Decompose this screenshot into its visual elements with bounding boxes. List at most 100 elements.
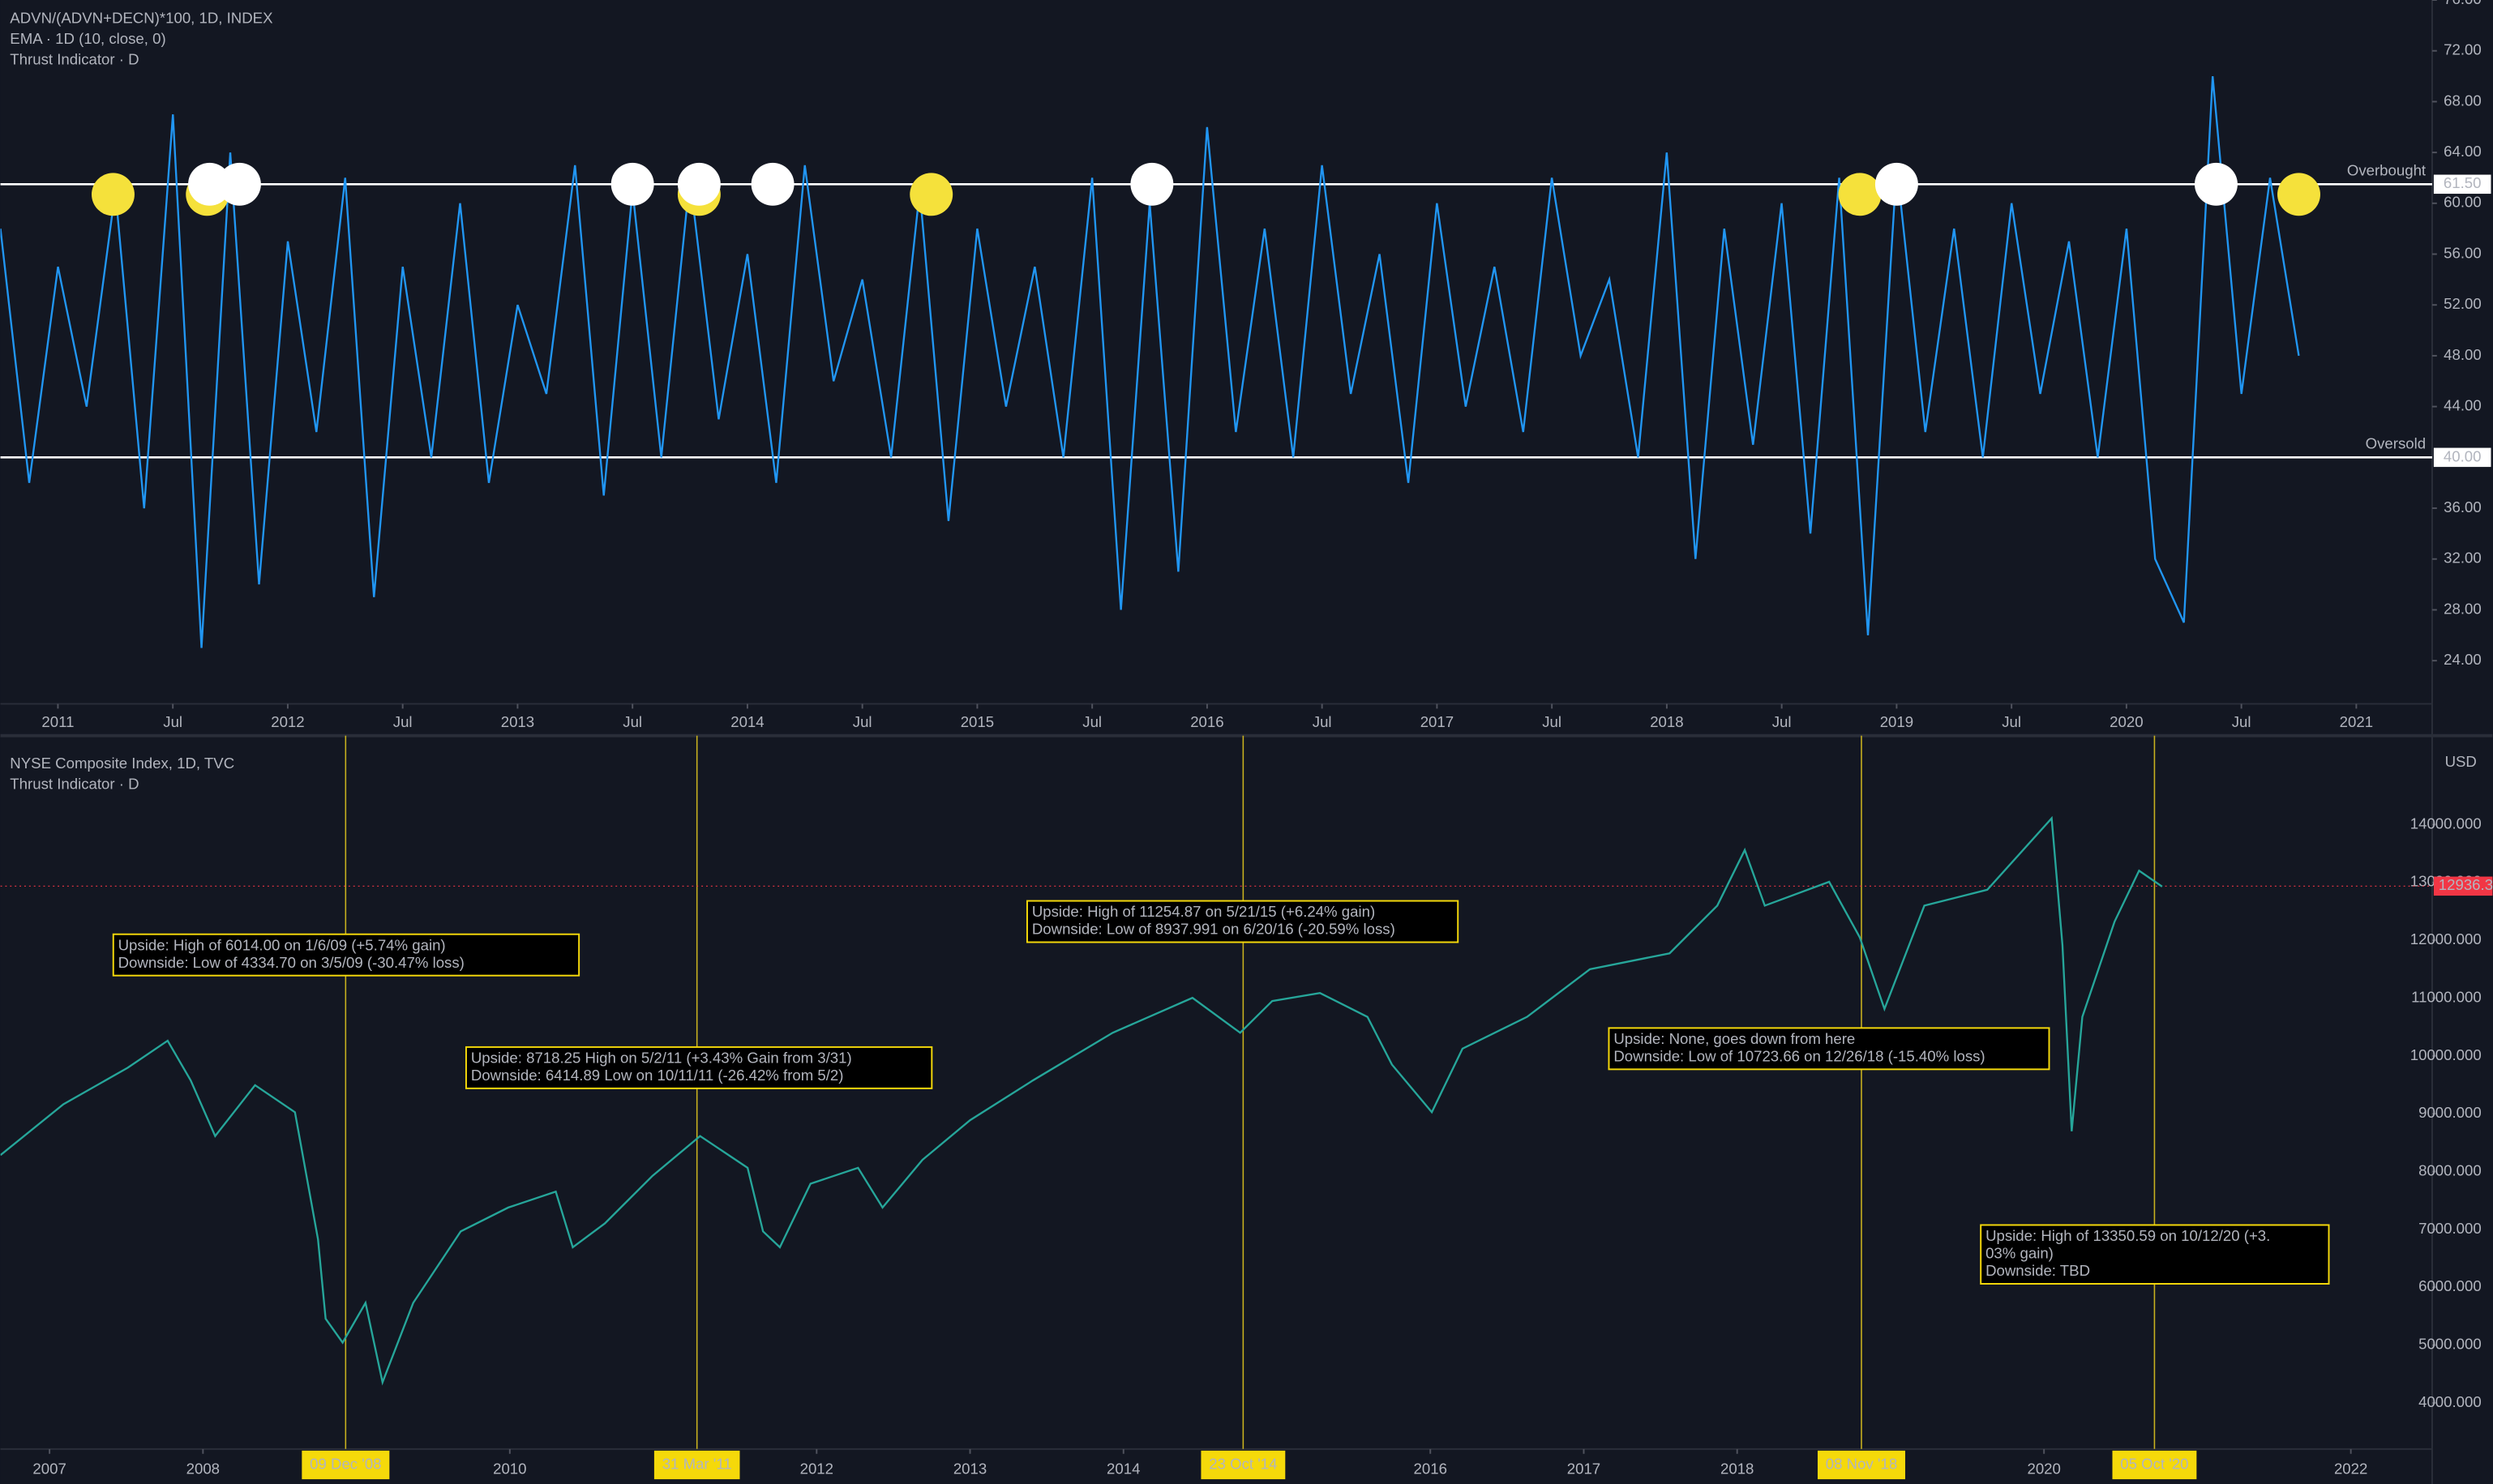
y-tick-label: 28.00 xyxy=(2444,600,2482,617)
y-tick-label: 68.00 xyxy=(2444,92,2482,109)
x-tick-label: 2008 xyxy=(186,1460,220,1477)
last-price-label: 12936.385 xyxy=(2439,876,2493,893)
signal-marker xyxy=(1130,162,1174,206)
level-name: Oversold xyxy=(2366,435,2426,452)
x-tick-label: Jul xyxy=(393,713,413,730)
annotation-text: Downside: 6414.89 Low on 10/11/11 (-26.4… xyxy=(471,1067,844,1084)
level-label-bg xyxy=(2433,174,2491,195)
y-tick-label: 48.00 xyxy=(2444,346,2482,363)
y-tick-label: 7000.000 xyxy=(2418,1220,2482,1237)
y-tick-label: 72.00 xyxy=(2444,41,2482,58)
annotation-text: Upside: High of 11254.87 on 5/21/15 (+6.… xyxy=(1032,903,1375,920)
unit-label: USD xyxy=(2445,753,2477,770)
annotation-box xyxy=(465,1046,933,1089)
legend-line: EMA · 1D (10, close, 0) xyxy=(10,30,165,47)
annotation-text: Upside: High of 6014.00 on 1/6/09 (+5.74… xyxy=(118,936,446,953)
data-line xyxy=(0,815,2163,1386)
x-tick-label: Jul xyxy=(2002,713,2021,730)
x-tick-label: 2014 xyxy=(1107,1460,1140,1477)
annotation-text: Downside: Low of 8937.991 on 6/20/16 (-2… xyxy=(1032,921,1395,938)
annotation-box xyxy=(1980,1224,2330,1285)
event-flag-label: 09 Dec '08 xyxy=(310,1455,381,1472)
x-tick-label: Jul xyxy=(1772,713,1792,730)
event-flag-bg xyxy=(1201,1450,1286,1480)
signal-marker xyxy=(910,173,953,216)
y-tick-label: 6000.000 xyxy=(2418,1277,2482,1294)
y-tick-label: 64.00 xyxy=(2444,143,2482,160)
signal-marker xyxy=(2194,162,2238,206)
event-flag-label: 31 Mar '11 xyxy=(662,1455,732,1472)
annotation-text: Upside: High of 13350.59 on 10/12/20 (+3… xyxy=(1985,1227,2270,1244)
x-tick-label: Jul xyxy=(1542,713,1561,730)
level-label: 61.50 xyxy=(2444,174,2482,191)
x-tick-label: 2018 xyxy=(1650,713,1683,730)
event-flag-bg xyxy=(653,1450,740,1480)
level-label: 40.00 xyxy=(2444,447,2482,464)
signal-marker xyxy=(2277,173,2320,216)
y-tick-label: 5000.000 xyxy=(2418,1336,2482,1353)
x-tick-label: 2014 xyxy=(730,713,764,730)
x-tick-label: 2020 xyxy=(2110,713,2143,730)
x-tick-label: 2012 xyxy=(800,1460,833,1477)
y-tick-label: 11000.000 xyxy=(2411,988,2482,1005)
x-tick-label: 2016 xyxy=(1414,1460,1447,1477)
x-tick-label: 2021 xyxy=(2340,713,2373,730)
x-tick-label: 2017 xyxy=(1567,1460,1600,1477)
event-flag-bg xyxy=(302,1450,390,1480)
y-tick-label: 8000.000 xyxy=(2418,1161,2482,1178)
event-flag-bg xyxy=(1817,1450,1905,1480)
level-label-bg xyxy=(2433,447,2491,468)
x-tick-label: 2016 xyxy=(1190,713,1223,730)
event-flag-bg xyxy=(2112,1450,2197,1480)
y-tick-label: 10000.000 xyxy=(2410,1046,2482,1063)
event-flag-label: 05 Oct '20 xyxy=(2120,1455,2188,1472)
level-name: Overbought xyxy=(2347,162,2427,179)
annotation-text: Upside: 8718.25 High on 5/2/11 (+3.43% G… xyxy=(471,1050,852,1067)
last-price-bg xyxy=(2433,876,2493,896)
y-tick-label: 76.00 xyxy=(2444,0,2482,7)
y-tick-label: 52.00 xyxy=(2444,295,2482,312)
x-tick-label: 2018 xyxy=(1720,1460,1754,1477)
y-tick-label: 44.00 xyxy=(2444,397,2482,414)
signal-marker xyxy=(188,162,232,206)
plot-area xyxy=(0,735,2432,1449)
x-tick-label: 2019 xyxy=(1880,713,1913,730)
x-tick-label: 2013 xyxy=(501,713,534,730)
legend-title: ADVN/(ADVN+DECN)*100, 1D, INDEX xyxy=(10,9,273,26)
x-tick-label: 2007 xyxy=(32,1460,66,1477)
signal-marker xyxy=(677,162,721,206)
y-tick-label: 9000.000 xyxy=(2418,1104,2482,1121)
x-tick-label: Jul xyxy=(1313,713,1332,730)
signal-marker xyxy=(1874,162,1918,206)
y-tick-label: 12000.000 xyxy=(2410,930,2482,947)
y-tick-label: 56.00 xyxy=(2444,244,2482,261)
legend-line: Thrust Indicator · D xyxy=(10,50,139,67)
event-flag-label: 08 Nov '18 xyxy=(1826,1455,1897,1472)
annotation-box xyxy=(1608,1027,2050,1071)
plot-area xyxy=(0,75,2432,648)
x-tick-label: Jul xyxy=(1082,713,1102,730)
legend-line: Thrust Indicator · D xyxy=(10,775,139,792)
x-tick-label: 2011 xyxy=(41,713,74,730)
annotation-text: Upside: None, goes down from here xyxy=(1613,1030,1855,1047)
x-tick-label: Jul xyxy=(163,713,182,730)
x-tick-label: Jul xyxy=(2232,713,2251,730)
x-tick-label: 2020 xyxy=(2027,1460,2060,1477)
x-tick-label: 2022 xyxy=(2334,1460,2367,1477)
annotation-text: Downside: Low of 4334.70 on 3/5/09 (-30.… xyxy=(118,954,465,971)
y-tick-label: 60.00 xyxy=(2444,194,2482,211)
y-tick-label: 36.00 xyxy=(2444,498,2482,515)
x-tick-label: 2010 xyxy=(493,1460,526,1477)
annotation-text: Downside: Low of 10723.66 on 12/26/18 (-… xyxy=(1613,1048,1985,1065)
x-tick-label: Jul xyxy=(623,713,642,730)
signal-marker xyxy=(217,162,261,206)
y-tick-label: 32.00 xyxy=(2444,550,2482,567)
y-tick-label: 24.00 xyxy=(2444,651,2482,668)
event-flag-label: 23 Oct '14 xyxy=(1209,1455,1277,1472)
y-tick-label: 4000.000 xyxy=(2418,1393,2482,1410)
x-tick-label: 2017 xyxy=(1420,713,1454,730)
signal-marker xyxy=(610,162,654,206)
annotation-box xyxy=(1026,900,1459,943)
